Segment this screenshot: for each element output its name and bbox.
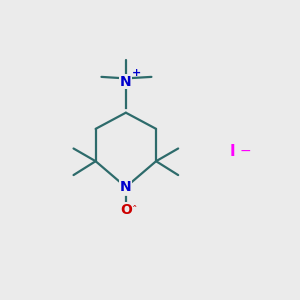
Text: O: O: [120, 203, 132, 217]
Text: −: −: [240, 144, 251, 158]
Text: N: N: [120, 74, 132, 88]
Text: +: +: [132, 68, 141, 78]
Text: N: N: [120, 180, 132, 194]
Text: ˆ: ˆ: [132, 206, 137, 216]
Text: I: I: [230, 144, 236, 159]
